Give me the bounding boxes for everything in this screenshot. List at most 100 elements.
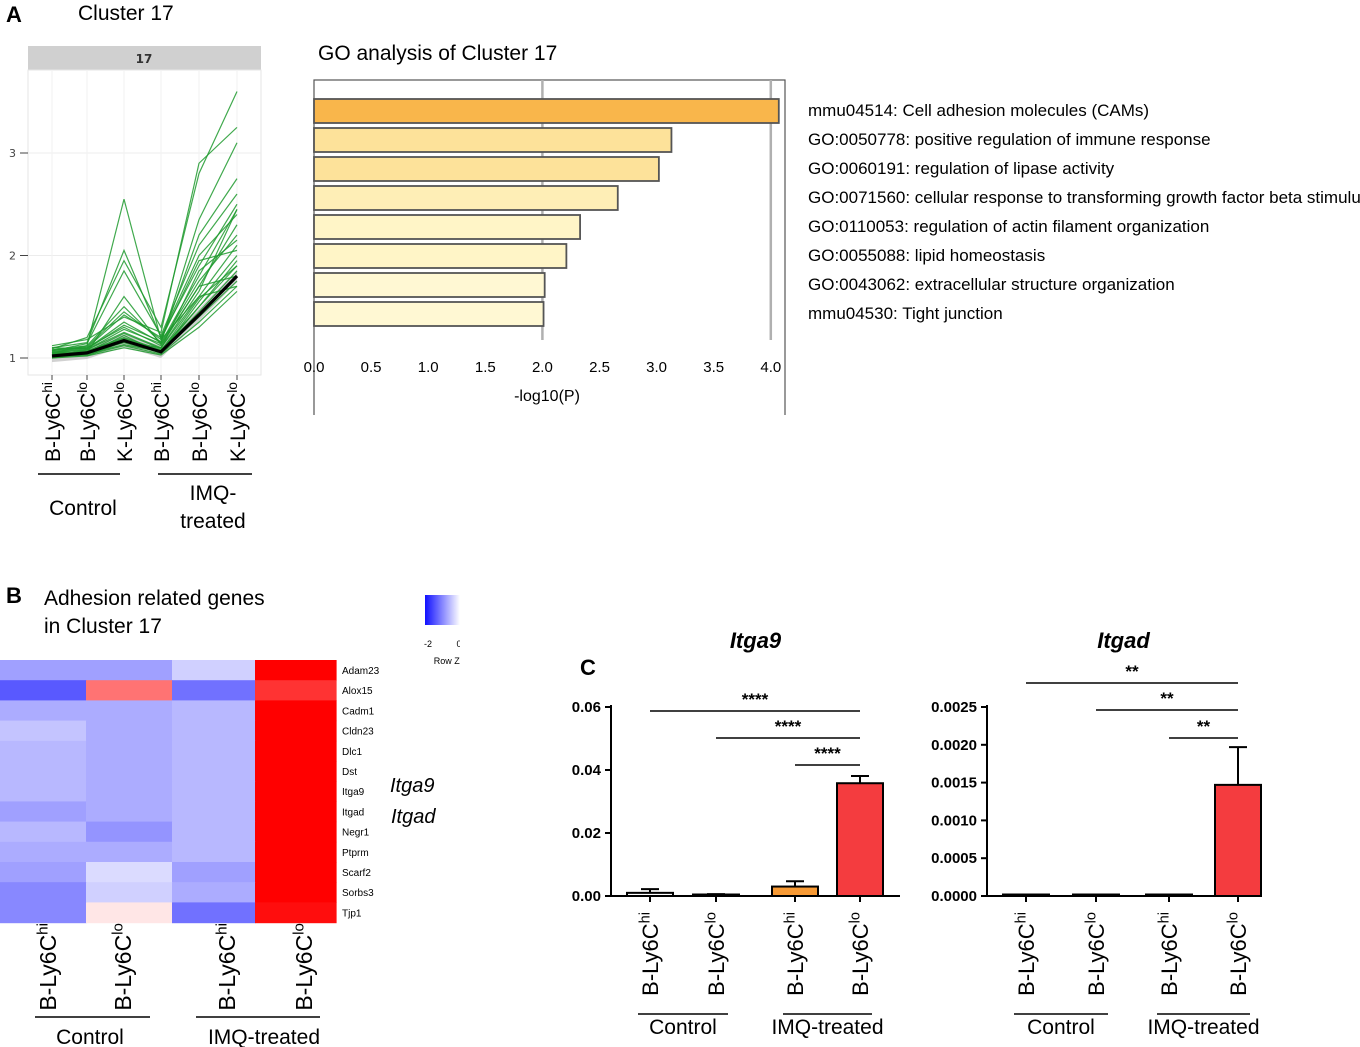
bar-x-label: B-Ly6Clo	[704, 912, 729, 996]
mean-trajectory-line	[51, 274, 239, 358]
go-term-label: mmu04514: Cell adhesion molecules (CAMs)	[808, 101, 1149, 120]
y-tick-label: 0.0010	[931, 812, 977, 829]
legend-tick-label: -2	[424, 639, 432, 649]
heatmap-x-label: B-Ly6Chi	[34, 923, 61, 1011]
significance-stars: ****	[814, 744, 841, 763]
cluster-line-plot: 17 1 2 3 B-Ly6Chi B-Ly6Clo K-Ly6Clo B-Ly6Chi B…	[9, 46, 262, 533]
heatmap-cell	[172, 761, 256, 782]
go-x-tick-label: 0.0	[304, 359, 325, 376]
heatmap-cell	[0, 902, 87, 924]
gene-label: Alox15	[342, 686, 373, 697]
b-group-imq: IMQ-treated	[208, 1026, 320, 1047]
y-tick-label: 0.0025	[931, 699, 977, 716]
heatmap-cell	[255, 902, 337, 924]
x-sample-label: B-Ly6Clo	[186, 382, 212, 462]
gene-chart-title: Itgad	[1097, 628, 1150, 653]
go-bar	[313, 185, 619, 211]
y-tick-label: 1	[9, 352, 16, 365]
gene-trajectory-line	[51, 234, 238, 357]
gene-label: Cldn23	[342, 727, 374, 738]
heatmap-cell	[172, 902, 256, 924]
go-bar	[313, 301, 545, 327]
y-tick-label: 0.0015	[931, 775, 977, 792]
heatmap-cell	[86, 660, 173, 681]
gene-trajectory-line	[51, 126, 238, 347]
gene-chart-title: Itga9	[730, 628, 782, 653]
heatmap-cell	[172, 781, 256, 802]
go-x-tick-label: 3.0	[646, 359, 667, 376]
go-term-label: GO:0110053: regulation of actin filament…	[808, 217, 1209, 236]
go-bar	[313, 127, 673, 153]
heatmap-cell	[0, 821, 87, 843]
heatmap-cell	[172, 801, 256, 823]
heatmap-cell	[0, 720, 87, 742]
significance-stars: **	[1197, 717, 1211, 736]
y-tick-label: 0.00	[572, 888, 601, 905]
heatmap-x-label: B-Ly6Clo	[109, 923, 136, 1011]
y-tick-label: 0.0005	[931, 850, 977, 867]
panel-a-label: A	[6, 2, 22, 27]
heatmap-cell	[0, 801, 87, 823]
go-term-label: GO:0043062: extracellular structure orga…	[808, 275, 1175, 294]
heatmap-cell	[255, 700, 337, 722]
heatmap-cell	[255, 720, 337, 742]
gene-trajectory-line	[51, 249, 238, 352]
heatmap-cell	[172, 660, 256, 681]
x-sample-label: B-Ly6Clo	[74, 382, 100, 462]
y-tick-label: 0.02	[572, 825, 601, 842]
y-tick-label: 0.0020	[931, 737, 977, 754]
gene-label: Dst	[342, 767, 357, 778]
heatmap-cell	[0, 882, 87, 903]
highlight-itga9: Itga9	[390, 775, 435, 797]
go-x-tick-label: 2.0	[532, 359, 553, 376]
go-x-tick-label: 1.5	[475, 359, 496, 376]
heatmap-cell	[255, 781, 337, 802]
heatmap-cell	[255, 882, 337, 903]
heatmap-cell	[86, 902, 173, 924]
heatmap-cell	[255, 841, 337, 863]
gene-label: Itga9	[342, 787, 365, 798]
cluster-title: Cluster 17	[78, 2, 174, 25]
heatmap-cell	[172, 720, 256, 742]
gene-trajectory-line	[51, 178, 238, 354]
group-imq-label: IMQ-treated	[1147, 1016, 1259, 1039]
zscore-label: Row Z-Score	[434, 656, 460, 666]
x-sample-label: K-Ly6Clo	[224, 382, 250, 462]
heatmap-cell	[0, 740, 87, 762]
heatmap-cell	[255, 801, 337, 823]
heatmap-cell	[0, 660, 87, 681]
adhesion-heatmap: -2012 Row Z-Score Adam23Alox15Cadm1Cldn2…	[0, 595, 460, 1047]
heatmap-cell	[255, 761, 337, 782]
heatmap-cell	[255, 660, 337, 681]
heatmap-x-label: B-Ly6Clo	[290, 923, 317, 1011]
go-xlabel: -log10(P)	[514, 388, 580, 405]
heatmap-cell	[86, 700, 173, 722]
legend-tick-label: 0	[456, 639, 460, 649]
go-x-tick-label: 2.5	[589, 359, 610, 376]
gene-label: Scarf2	[342, 868, 371, 879]
heatmap-cell	[172, 740, 256, 762]
gene-label: Sorbs3	[342, 888, 374, 899]
y-tick-label: 0.04	[572, 762, 602, 779]
gene-label: Negr1	[342, 828, 370, 839]
go-term-label: GO:0055088: lipid homeostasis	[808, 246, 1045, 265]
expression-bar	[771, 885, 819, 897]
x-sample-label: B-Ly6Chi	[148, 382, 174, 462]
heatmap-cell	[86, 821, 173, 843]
heatmap-cell	[172, 821, 256, 843]
bar-x-label: B-Ly6Clo	[1226, 912, 1251, 996]
bar-x-label: B-Ly6Clo	[1084, 912, 1109, 996]
x-sample-label: B-Ly6Chi	[39, 382, 65, 462]
heatmap-cell	[255, 862, 337, 883]
bar-x-label: B-Ly6Chi	[1157, 912, 1182, 996]
expression-bar	[836, 782, 884, 897]
significance-stars: ****	[775, 717, 802, 736]
bar-x-label: B-Ly6Clo	[848, 912, 873, 996]
go-x-tick-label: 0.5	[361, 359, 382, 376]
zscore-colorbar	[425, 595, 460, 625]
gene-trajectory-line	[51, 193, 238, 352]
go-term-label: GO:0050778: positive regulation of immun…	[808, 130, 1211, 149]
go-term-label: GO:0071560: cellular response to transfo…	[808, 188, 1360, 207]
y-tick-label: 3	[9, 147, 16, 160]
